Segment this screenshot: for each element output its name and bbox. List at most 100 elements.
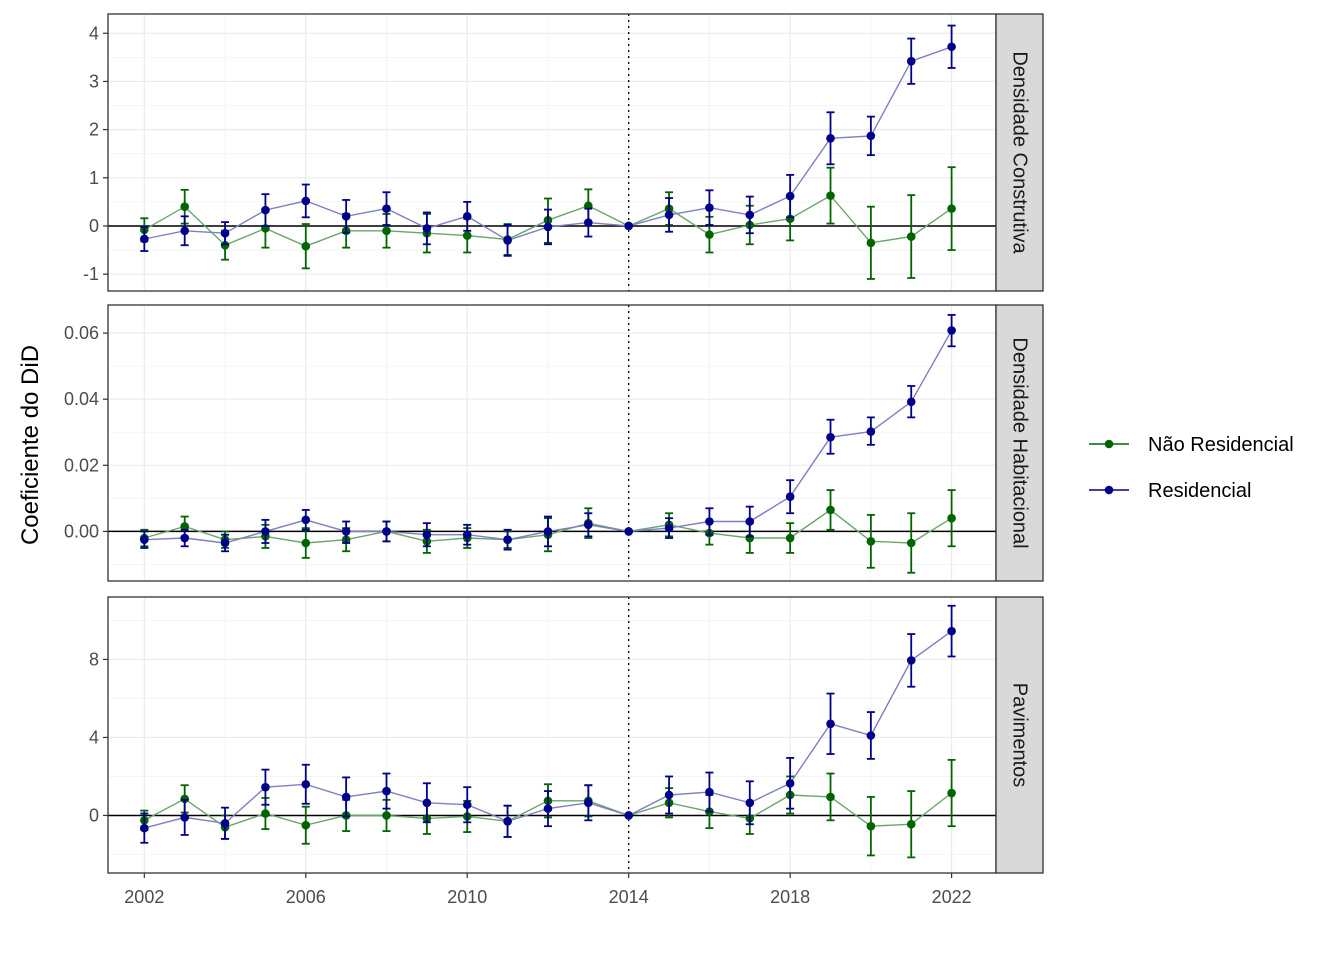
data-point xyxy=(906,232,916,241)
facet-panel-pavimentos: 0 4 8 Pavimentos xyxy=(89,596,1044,874)
facet-strip xyxy=(995,304,1044,582)
data-point xyxy=(866,427,876,436)
facet-strip-label: Densidade Construtiva xyxy=(1009,51,1031,254)
data-point xyxy=(220,818,230,828)
data-point xyxy=(180,202,189,211)
data-point xyxy=(462,530,472,540)
data-point xyxy=(301,515,311,525)
data-point xyxy=(947,626,956,636)
panel-background xyxy=(108,305,996,581)
data-point xyxy=(947,326,956,335)
facet-panel-densidade-habitacional: 0.00 0.02 0.04 0.06 Densidade Habitacional xyxy=(64,304,1044,582)
facet-strip xyxy=(995,13,1044,292)
data-point xyxy=(462,231,472,240)
data-point xyxy=(180,813,189,822)
data-point xyxy=(584,520,593,530)
data-point xyxy=(947,513,956,523)
x-tick-label: 2010 xyxy=(447,887,487,907)
data-point xyxy=(382,786,391,796)
y-tick-label: 0.04 xyxy=(64,389,99,409)
data-point xyxy=(826,505,835,515)
series-residencial xyxy=(140,604,956,844)
data-point xyxy=(866,821,876,831)
facet-strip xyxy=(995,596,1044,874)
x-tick-label: 2014 xyxy=(609,887,649,907)
data-point xyxy=(341,792,351,802)
legend-key-point xyxy=(1104,485,1114,495)
facet-panel-densidade-construtiva: -1 0 1 2 3 4 Densidade Construtiva xyxy=(83,13,1044,292)
data-point xyxy=(745,210,755,220)
legend-item-residencial: Residencial xyxy=(1089,480,1251,502)
facet-strip-label: Densidade Habitacional xyxy=(1009,337,1031,548)
data-point xyxy=(906,819,916,829)
x-tick-label: 2018 xyxy=(770,887,810,907)
data-point xyxy=(220,228,230,238)
data-point xyxy=(261,205,270,215)
x-tick-label: 2002 xyxy=(124,887,164,907)
data-point xyxy=(705,517,714,526)
data-point xyxy=(180,794,189,804)
data-point xyxy=(826,792,835,802)
legend-label: Não Residencial xyxy=(1148,434,1294,456)
series-residencial xyxy=(140,24,956,257)
data-point xyxy=(140,234,149,244)
data-point xyxy=(664,790,674,800)
data-point xyxy=(140,823,149,833)
data-point xyxy=(422,224,432,233)
panels-layer: -1 0 1 2 3 4 Densidade Construtiva 0.00 0.02 0.04… xyxy=(64,13,1044,874)
legend-key-point xyxy=(1104,439,1114,449)
data-point xyxy=(866,131,876,141)
y-tick-label: 0 xyxy=(89,216,99,236)
data-point xyxy=(261,809,270,818)
data-point xyxy=(705,203,714,212)
data-point xyxy=(301,779,311,789)
data-point xyxy=(220,538,230,548)
data-point xyxy=(301,538,311,548)
data-point xyxy=(624,221,633,231)
data-point xyxy=(624,527,633,536)
data-point xyxy=(382,204,391,213)
data-point xyxy=(543,222,553,232)
x-axis: 2002 2006 2010 2014 2018 2022 xyxy=(124,873,972,907)
data-point xyxy=(826,432,835,442)
data-point xyxy=(180,226,189,236)
facet-strip-label: Pavimentos xyxy=(1009,683,1031,788)
data-point xyxy=(866,537,876,546)
data-point xyxy=(140,535,149,544)
data-point xyxy=(584,218,593,227)
data-point xyxy=(422,798,432,808)
legend-item-nao-residencial: Não Residencial xyxy=(1089,434,1294,456)
data-point xyxy=(543,527,553,536)
data-point xyxy=(462,800,472,810)
data-point xyxy=(664,523,674,533)
panel-background xyxy=(108,14,996,291)
data-point xyxy=(180,533,189,543)
y-tick-label: 0.06 xyxy=(64,323,99,343)
series-residencial xyxy=(140,314,956,553)
data-point xyxy=(745,798,755,808)
y-tick-label: 0 xyxy=(89,805,99,825)
data-point xyxy=(301,196,311,206)
data-point xyxy=(503,817,512,826)
data-point xyxy=(341,212,351,221)
y-tick-label: 4 xyxy=(89,23,99,43)
data-point xyxy=(624,811,633,820)
y-tick-label: -1 xyxy=(83,264,99,284)
y-tick-label: 3 xyxy=(89,71,99,91)
data-point xyxy=(906,397,916,407)
y-tick-label: 4 xyxy=(89,727,99,747)
data-point xyxy=(341,527,351,536)
data-point xyxy=(785,492,795,502)
data-point xyxy=(261,782,270,792)
data-point xyxy=(866,731,876,740)
data-point xyxy=(180,522,189,531)
y-tick-label: 8 xyxy=(89,649,99,669)
legend: Não Residencial Residencial xyxy=(1089,434,1294,502)
data-point xyxy=(503,236,512,245)
data-point xyxy=(705,787,714,797)
data-point xyxy=(382,811,391,820)
legend-label: Residencial xyxy=(1148,480,1251,502)
data-point xyxy=(785,533,795,543)
data-point xyxy=(745,517,755,526)
y-axis-title: Coeficiente do DiD xyxy=(17,345,44,545)
